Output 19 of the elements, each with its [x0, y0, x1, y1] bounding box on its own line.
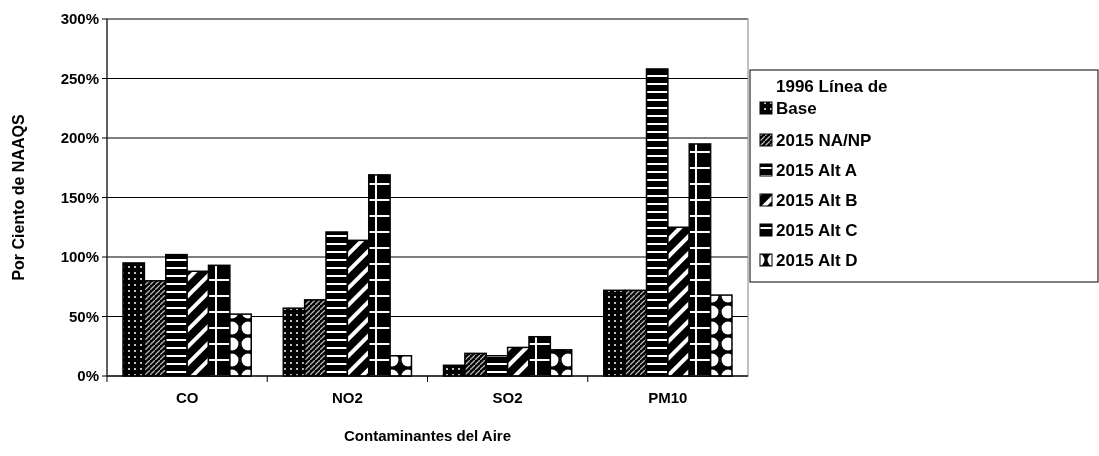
legend-label: 1996 Línea de Base: [776, 77, 888, 118]
y-tick-label: 100%: [60, 248, 99, 266]
legend-label: 2015 NA/NP: [776, 131, 872, 150]
y-tick-label: 250%: [60, 69, 99, 87]
y-tick-label: 50%: [68, 307, 99, 325]
y-tick-label: 200%: [60, 129, 99, 147]
y-axis-title: Por Ciento de NAAQS: [10, 114, 27, 281]
legend-label: 2015 Alt B: [776, 191, 858, 210]
x-axis-title: Contaminantes del Aire: [344, 427, 511, 444]
x-tick-label: PM10: [648, 389, 688, 406]
y-tick-label: 0%: [77, 367, 99, 385]
y-tick-label: 150%: [60, 188, 99, 206]
legend-label: 2015 Alt C: [776, 221, 858, 240]
x-tick-label: CO: [175, 389, 199, 406]
legend-label: 2015 Alt D: [776, 251, 858, 270]
x-tick-label: SO2: [492, 389, 523, 406]
legend-label: 2015 Alt A: [776, 161, 857, 180]
y-tick-label: 300%: [60, 10, 99, 28]
x-tick-label: NO2: [331, 389, 363, 406]
